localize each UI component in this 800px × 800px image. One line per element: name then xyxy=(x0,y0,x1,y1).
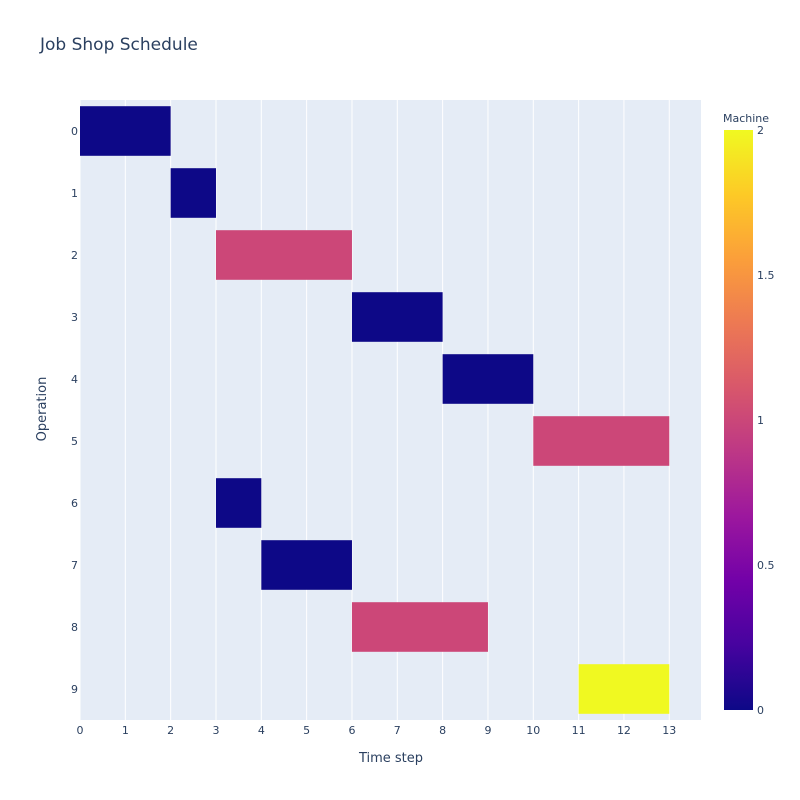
y-tick-labels: 0 1 2 3 4 5 6 7 8 9 xyxy=(71,125,78,696)
x-tick-label: 8 xyxy=(439,724,446,737)
x-tick-label: 5 xyxy=(303,724,310,737)
x-tick-label: 13 xyxy=(662,724,676,737)
bars xyxy=(80,106,670,714)
x-tick-label: 12 xyxy=(617,724,631,737)
x-tick-label: 6 xyxy=(348,724,355,737)
x-tick-label: 2 xyxy=(167,724,174,737)
x-tick-label: 4 xyxy=(258,724,265,737)
x-tick-label: 10 xyxy=(526,724,540,737)
bar-operation-4 xyxy=(442,354,534,404)
bar-operation-8 xyxy=(351,602,488,652)
y-tick-label: 0 xyxy=(71,125,78,138)
y-axis-title: Operation xyxy=(35,377,50,442)
colorbar-tick-labels: 0 0.5 1 1.5 2 xyxy=(757,124,775,717)
x-tick-label: 1 xyxy=(122,724,129,737)
colorbar xyxy=(724,130,753,710)
x-tick-labels: 0 1 2 3 4 5 6 7 8 9 10 11 12 13 xyxy=(77,724,677,737)
colorbar-tick-label: 1.5 xyxy=(757,269,775,282)
y-tick-label: 4 xyxy=(71,373,78,386)
y-tick-label: 8 xyxy=(71,621,78,634)
colorbar-title: Machine xyxy=(723,112,769,125)
x-tick-label: 11 xyxy=(572,724,586,737)
y-tick-label: 2 xyxy=(71,249,78,262)
y-tick-label: 5 xyxy=(71,435,78,448)
x-tick-label: 9 xyxy=(484,724,491,737)
x-axis-title: Time step xyxy=(358,751,423,766)
bar-operation-1 xyxy=(170,168,216,218)
y-tick-label: 6 xyxy=(71,497,78,510)
y-tick-label: 3 xyxy=(71,311,78,324)
x-tick-label: 0 xyxy=(77,724,84,737)
colorbar-tick-label: 0 xyxy=(757,704,764,717)
bar-operation-2 xyxy=(215,230,352,280)
chart-title: Job Shop Schedule xyxy=(39,35,198,55)
bar-operation-7 xyxy=(261,540,352,590)
bar-operation-6 xyxy=(215,478,262,528)
y-tick-label: 1 xyxy=(71,187,78,200)
colorbar-tick-label: 1 xyxy=(757,414,764,427)
bar-operation-5 xyxy=(533,416,670,466)
x-tick-label: 3 xyxy=(212,724,219,737)
colorbar-tick-label: 2 xyxy=(757,124,764,137)
bar-operation-9 xyxy=(578,664,670,714)
bar-operation-3 xyxy=(351,292,443,342)
x-tick-label: 7 xyxy=(394,724,401,737)
y-tick-label: 9 xyxy=(71,683,78,696)
bar-operation-0 xyxy=(80,106,171,156)
colorbar-tick-label: 0.5 xyxy=(757,559,775,572)
y-tick-label: 7 xyxy=(71,559,78,572)
